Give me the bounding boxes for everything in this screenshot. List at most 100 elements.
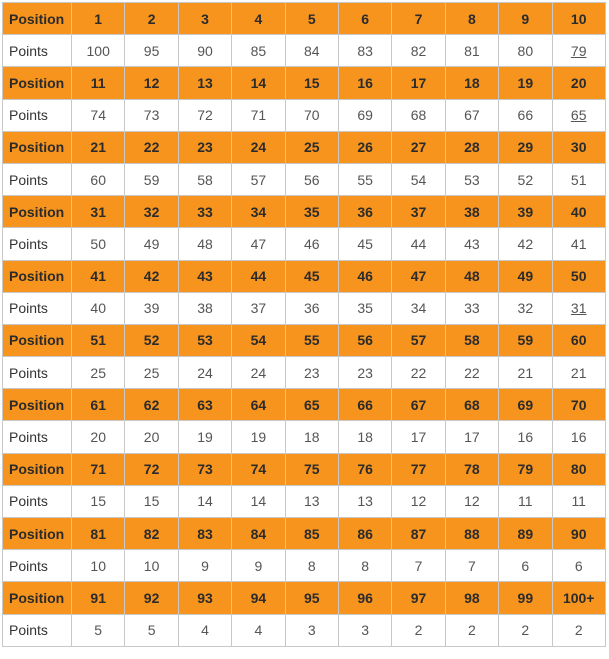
position-cell: 29 bbox=[498, 130, 553, 164]
points-cell: 59 bbox=[124, 162, 179, 197]
position-cell: 27 bbox=[391, 130, 446, 164]
points-cell: 14 bbox=[177, 484, 233, 519]
position-cell: 51 bbox=[70, 323, 126, 358]
position-cell: 32 bbox=[124, 195, 179, 229]
points-cell: 9 bbox=[231, 549, 286, 583]
position-cell: 82 bbox=[124, 516, 179, 551]
position-cell: 16 bbox=[337, 66, 393, 100]
points-cell: 34 bbox=[391, 291, 446, 325]
points-row: Points 25 25 24 24 23 23 22 22 21 21 bbox=[2, 356, 606, 390]
points-cell: 84 bbox=[284, 34, 339, 68]
points-cell[interactable]: 31 bbox=[551, 291, 606, 325]
position-cell: 15 bbox=[284, 66, 339, 100]
points-row-label: Points bbox=[2, 98, 72, 132]
points-cell: 22 bbox=[444, 356, 500, 390]
points-cell: 13 bbox=[284, 484, 339, 519]
points-cell: 16 bbox=[551, 420, 606, 454]
position-cell: 80 bbox=[551, 452, 606, 486]
position-cell: 97 bbox=[391, 581, 446, 615]
position-cell: 89 bbox=[498, 516, 553, 551]
position-row: Position 81 82 83 84 85 86 87 88 89 90 bbox=[2, 516, 606, 551]
points-cell: 40 bbox=[70, 291, 126, 325]
position-row: Position 1 2 3 4 5 6 7 8 9 10 bbox=[2, 1, 606, 36]
position-cell: 26 bbox=[337, 130, 393, 164]
position-cell: 25 bbox=[284, 130, 339, 164]
position-cell: 76 bbox=[337, 452, 393, 486]
position-cell: 73 bbox=[177, 452, 233, 486]
points-cell[interactable]: 65 bbox=[551, 98, 606, 132]
position-row-label: Position bbox=[2, 581, 72, 615]
points-row-label: Points bbox=[2, 613, 72, 647]
points-row-label: Points bbox=[2, 356, 72, 390]
points-cell: 69 bbox=[337, 98, 393, 132]
points-row-label: Points bbox=[2, 162, 72, 197]
position-cell: 67 bbox=[391, 388, 446, 422]
position-cell: 57 bbox=[391, 323, 446, 358]
position-cell: 49 bbox=[498, 259, 553, 293]
points-row-label: Points bbox=[2, 34, 72, 68]
position-cell: 36 bbox=[337, 195, 393, 229]
points-cell: 35 bbox=[337, 291, 393, 325]
points-row-label: Points bbox=[2, 227, 72, 261]
position-cell: 50 bbox=[551, 259, 606, 293]
position-row-label: Position bbox=[2, 130, 72, 164]
points-cell: 18 bbox=[284, 420, 339, 454]
points-table-body: Position 1 2 3 4 5 6 7 8 9 10 Points 100 95 90 85 84 83 82… bbox=[2, 1, 606, 647]
points-row-label: Points bbox=[2, 484, 72, 519]
position-cell: 41 bbox=[70, 259, 126, 293]
points-row-label: Points bbox=[2, 291, 72, 325]
points-cell: 19 bbox=[231, 420, 286, 454]
position-cell: 43 bbox=[177, 259, 233, 293]
points-cell: 12 bbox=[444, 484, 500, 519]
points-cell: 70 bbox=[284, 98, 339, 132]
position-cell: 17 bbox=[391, 66, 446, 100]
points-cell: 19 bbox=[177, 420, 233, 454]
points-row: Points 50 49 48 47 46 45 44 43 42 41 bbox=[2, 227, 606, 261]
position-cell: 84 bbox=[231, 516, 286, 551]
position-row: Position 91 92 93 94 95 96 97 98 99 100+ bbox=[2, 581, 606, 615]
points-cell: 51 bbox=[551, 162, 606, 197]
points-cell: 52 bbox=[498, 162, 553, 197]
position-cell: 98 bbox=[444, 581, 500, 615]
points-cell: 55 bbox=[337, 162, 393, 197]
points-cell: 17 bbox=[391, 420, 446, 454]
points-cell: 73 bbox=[124, 98, 179, 132]
points-cell: 11 bbox=[551, 484, 606, 519]
points-cell: 20 bbox=[124, 420, 179, 454]
position-cell: 62 bbox=[124, 388, 179, 422]
points-cell: 32 bbox=[498, 291, 553, 325]
position-cell: 92 bbox=[124, 581, 179, 615]
position-cell: 95 bbox=[284, 581, 339, 615]
points-cell: 5 bbox=[124, 613, 179, 647]
position-cell: 19 bbox=[498, 66, 553, 100]
points-cell: 11 bbox=[498, 484, 553, 519]
position-cell: 55 bbox=[284, 323, 339, 358]
points-cell: 23 bbox=[337, 356, 393, 390]
points-cell[interactable]: 79 bbox=[551, 34, 606, 68]
points-cell: 38 bbox=[177, 291, 233, 325]
position-cell: 88 bbox=[444, 516, 500, 551]
points-cell: 58 bbox=[177, 162, 233, 197]
points-cell: 18 bbox=[337, 420, 393, 454]
position-cell: 31 bbox=[70, 195, 126, 229]
position-cell: 58 bbox=[444, 323, 500, 358]
points-cell: 71 bbox=[231, 98, 286, 132]
points-cell: 13 bbox=[337, 484, 393, 519]
position-cell: 61 bbox=[70, 388, 126, 422]
position-cell: 8 bbox=[444, 1, 500, 36]
points-row: Points 10 10 9 9 8 8 7 7 6 6 bbox=[2, 549, 606, 583]
position-cell: 54 bbox=[231, 323, 286, 358]
points-cell: 2 bbox=[551, 613, 606, 647]
points-cell: 49 bbox=[124, 227, 179, 261]
position-row-label: Position bbox=[2, 1, 72, 36]
position-cell: 85 bbox=[284, 516, 339, 551]
position-cell: 23 bbox=[177, 130, 233, 164]
position-cell: 78 bbox=[444, 452, 500, 486]
points-cell: 74 bbox=[70, 98, 126, 132]
position-cell: 6 bbox=[337, 1, 393, 36]
points-cell: 57 bbox=[231, 162, 286, 197]
points-cell: 60 bbox=[70, 162, 126, 197]
position-cell: 48 bbox=[444, 259, 500, 293]
points-cell: 9 bbox=[177, 549, 233, 583]
position-cell: 14 bbox=[231, 66, 286, 100]
